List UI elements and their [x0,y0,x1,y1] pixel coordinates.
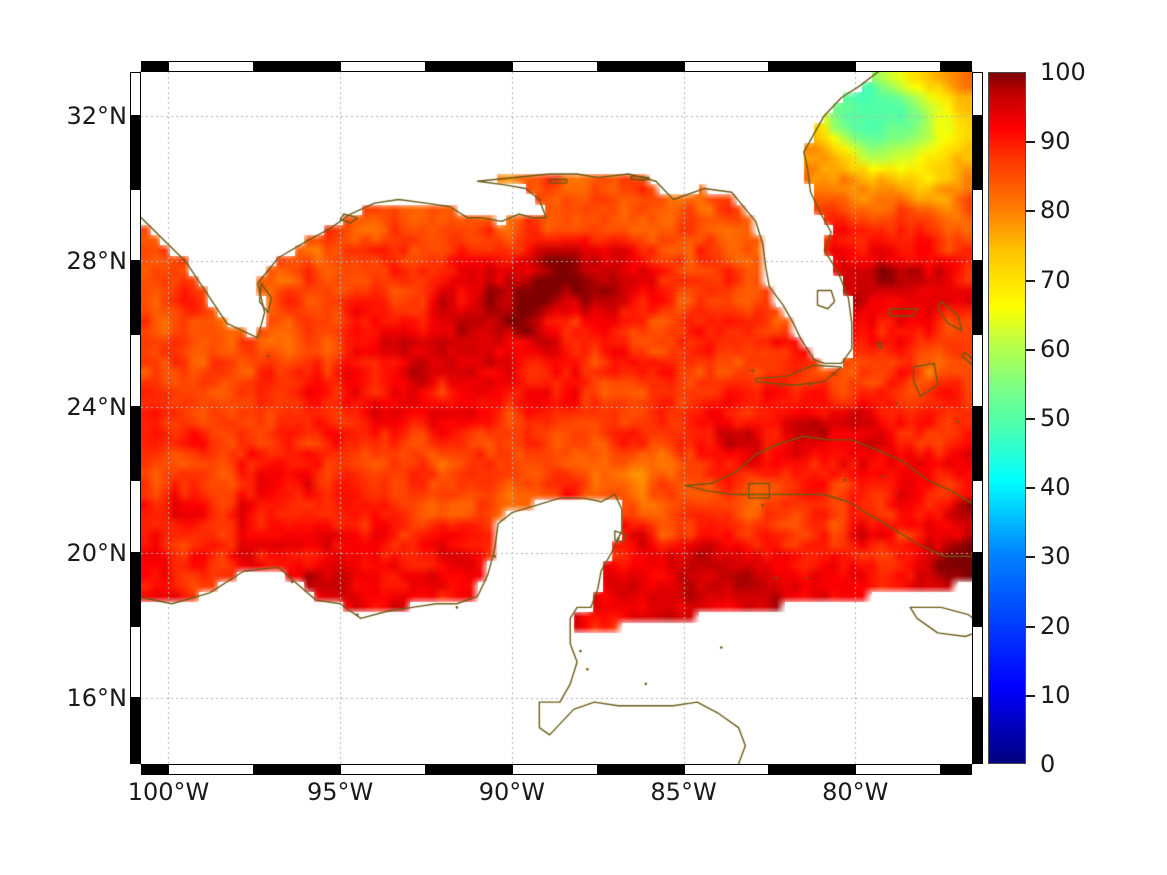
frame-segment [597,61,684,72]
frame-segment [254,61,341,72]
frame-segment [130,552,141,626]
colorbar-tick [1026,348,1035,351]
frame-segment [130,115,141,189]
map-frame-right [972,72,983,764]
colorbar-tick [1026,141,1035,144]
colorbar-gradient [988,72,1026,764]
frame-segment [130,72,141,116]
x-tick-label: 100°W [127,778,210,806]
frame-segment [972,625,983,699]
frame-segment [168,61,255,72]
frame-segment [769,61,856,72]
colorbar-tick [1026,487,1035,490]
colorbar-tick-label: 40 [1040,473,1071,502]
y-tick-label: 24°N [66,393,128,422]
frame-segment [972,261,983,335]
frame-segment [511,61,598,72]
colorbar-tick-label: 20 [1040,611,1071,640]
frame-segment [972,188,983,262]
frame-segment [254,764,341,775]
frame-segment [130,625,141,699]
frame-segment [683,764,770,775]
frame-segment [130,334,141,408]
frame-segment [340,61,426,72]
colorbar-tick-label: 50 [1040,404,1071,432]
x-tick-label: 85°W [650,778,717,806]
y-tick-label: 32°N [66,101,128,130]
x-tick-label: 90°W [478,778,545,806]
frame-segment [340,764,426,775]
map-frame-bottom [141,764,972,775]
coastline-layer [141,72,972,764]
colorbar-tick-label: 70 [1040,265,1071,294]
y-tick-label: 28°N [66,247,128,276]
y-tick-label: 16°N [66,684,128,713]
frame-segment [130,261,141,335]
map-frame-left [130,72,141,764]
frame-segment [141,764,169,775]
frame-segment [130,407,141,480]
frame-segment [972,115,983,189]
colorbar-tick-label: 30 [1040,542,1071,571]
map-plot-area [141,72,972,764]
map-axes [130,61,983,775]
frame-segment [141,61,169,72]
frame-segment [855,764,942,775]
frame-segment [972,698,983,764]
colorbar-tick-label: 80 [1040,196,1071,225]
frame-segment [972,479,983,553]
frame-segment [426,764,512,775]
frame-segment [972,552,983,626]
colorbar-tick-label: 0 [1040,750,1056,778]
colorbar-tick [1026,694,1035,697]
frame-segment [941,764,972,775]
frame-segment [511,764,598,775]
frame-segment [130,698,141,764]
y-tick-label: 20°N [66,538,128,567]
frame-segment [941,61,972,72]
colorbar-tick [1026,625,1035,628]
x-tick-label: 80°W [822,778,889,806]
colorbar-tick [1026,556,1035,559]
frame-segment [972,407,983,480]
frame-segment [855,61,942,72]
frame-segment [597,764,684,775]
colorbar: 0 10 20 30 40 50 60 70 80 90 100 [988,58,1086,778]
colorbar-tick-label: 90 [1040,127,1071,156]
frame-segment [769,764,856,775]
colorbar-tick [1026,279,1035,282]
colorbar-tick-label: 100 [1040,58,1086,86]
frame-segment [130,479,141,553]
frame-segment [972,334,983,408]
map-frame-top [141,61,972,72]
frame-segment [426,61,512,72]
colorbar-tick [1026,418,1035,420]
frame-segment [972,72,983,116]
colorbar-tick-label: 60 [1040,334,1071,363]
x-tick-label: 95°W [307,778,374,806]
frame-segment [683,61,770,72]
colorbar-tick-label: 10 [1040,680,1071,709]
frame-segment [130,188,141,262]
frame-segment [168,764,255,775]
colorbar-tick [1026,210,1035,213]
